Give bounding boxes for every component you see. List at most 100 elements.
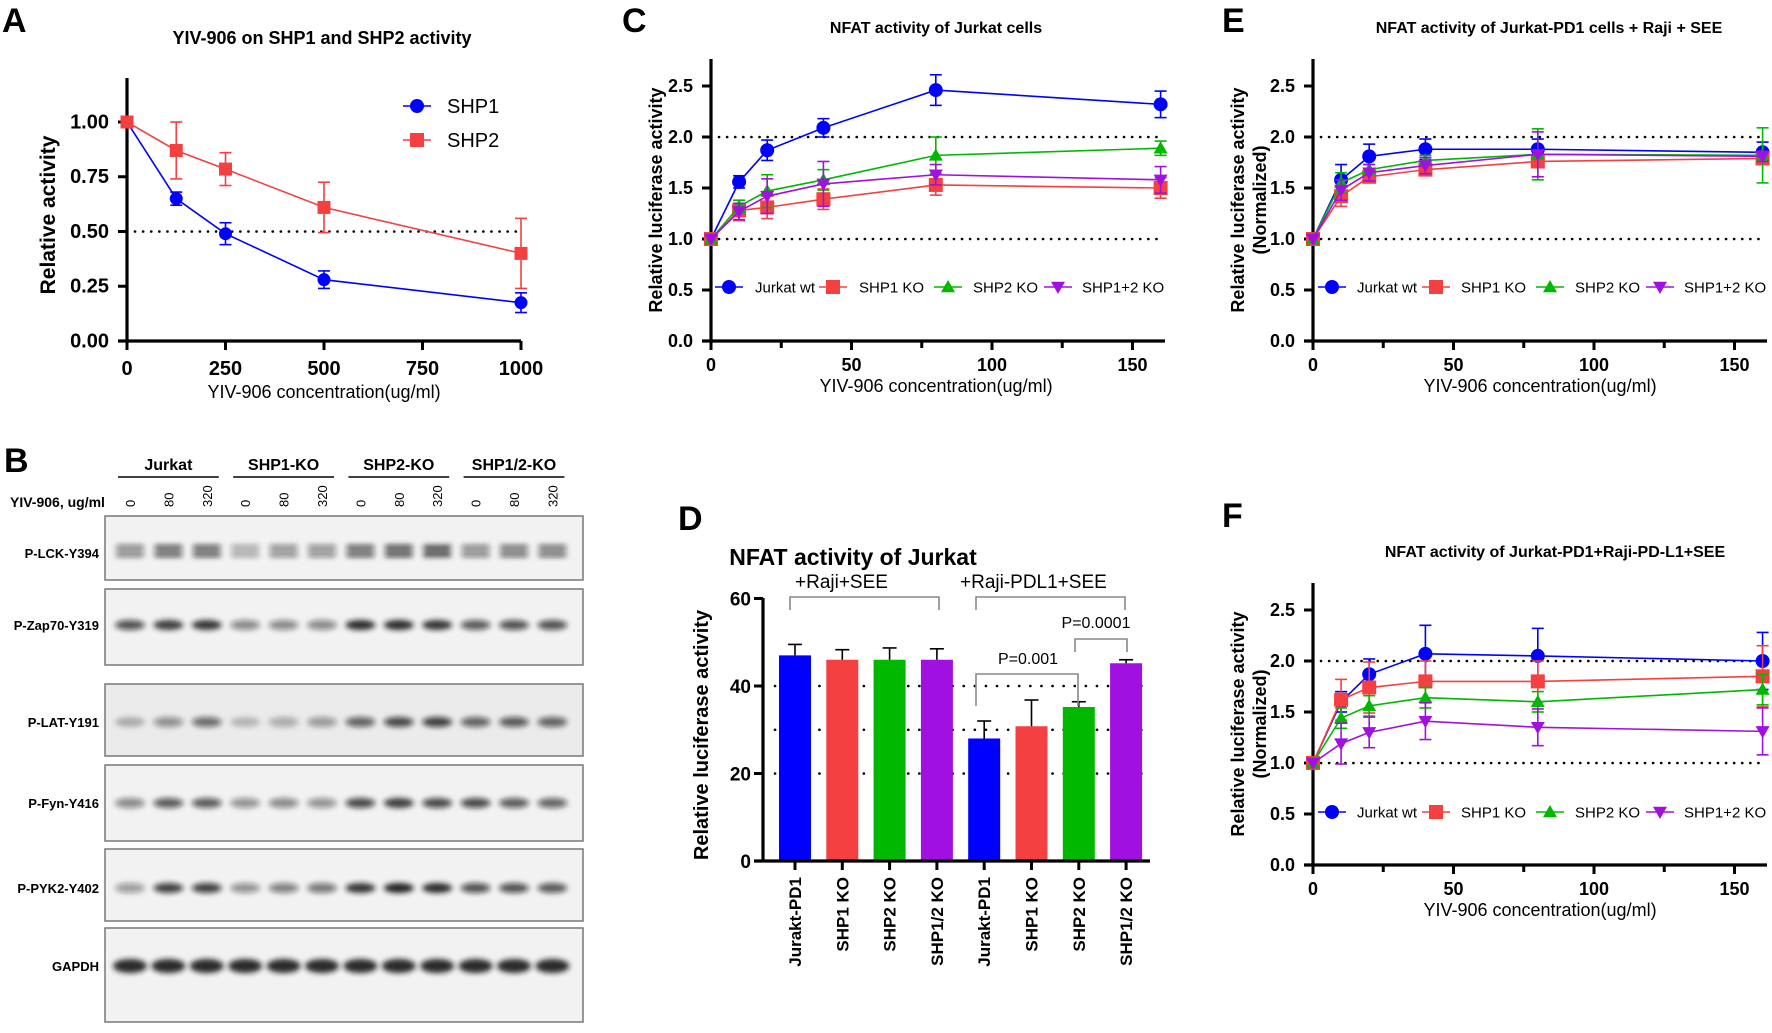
y-tick-label: 2.5 <box>1270 600 1295 620</box>
x-tick-label: 100 <box>1579 879 1609 899</box>
dose-value: 0 <box>353 500 368 507</box>
dose-value: 320 <box>430 485 445 507</box>
blot-row-label: P-LAT-Y191 <box>28 715 99 730</box>
dose-value: 320 <box>200 485 215 507</box>
legend-label: SHP2 KO <box>1575 279 1640 296</box>
legend-label: SHP2 KO <box>973 279 1038 296</box>
bar-group: Jurakt-PD1 <box>779 643 811 967</box>
legend-item: SHP2 KO <box>1536 804 1640 821</box>
band <box>499 883 529 893</box>
band <box>268 620 299 630</box>
y-tick-label: 1.0 <box>1270 753 1295 773</box>
legend-marker <box>1051 281 1065 294</box>
band <box>346 545 375 557</box>
y-tick-label: 1.0 <box>1270 229 1295 249</box>
band <box>537 798 568 808</box>
legend-marker <box>941 280 955 293</box>
band <box>500 545 528 557</box>
data-point <box>1755 682 1770 695</box>
legend: Jurkat wt SHP1 KO SHP2 KO SHP1+2 KO <box>715 279 1164 296</box>
x-tick-label: 0 <box>1308 879 1318 899</box>
legend-marker <box>1429 280 1443 294</box>
x-tick-label: SHP1/2 KO <box>928 877 947 966</box>
y-tick-label: 0.5 <box>668 280 693 300</box>
chart-title: YIV-906 on SHP1 and SHP2 activity <box>172 28 471 48</box>
blot-row-label: P-Fyn-Y416 <box>28 796 99 811</box>
band <box>537 717 568 727</box>
x-tick-label: 0 <box>121 358 132 380</box>
series-line <box>1312 720 1763 764</box>
panel-label: B <box>4 442 29 480</box>
data-point <box>1530 694 1545 708</box>
data-point <box>1530 722 1545 735</box>
band <box>268 798 299 808</box>
band <box>192 545 221 557</box>
data-point <box>732 206 747 219</box>
panel-F-chart: F NFAT activity of Jurkat-PD1+Raji-PD-L1+… <box>1222 497 1770 920</box>
band <box>538 545 567 557</box>
band <box>231 545 260 557</box>
legend-label: Jurkat wt <box>1357 279 1418 296</box>
legend-label: SHP1 KO <box>859 279 924 296</box>
p-value-label: P=0.0001 <box>1062 615 1131 632</box>
legend-label: SHP2 KO <box>1575 804 1640 821</box>
legend-marker <box>1325 280 1339 294</box>
data-point <box>1418 690 1433 703</box>
bar-group: Jurakt-PD1 <box>968 720 1001 967</box>
panel-label: F <box>1222 497 1243 535</box>
data-point <box>1418 646 1433 661</box>
data-point <box>1362 167 1377 180</box>
data-point <box>317 200 331 214</box>
data-point <box>219 227 232 241</box>
chart-title: NFAT activity of Jurkat-PD1 cells + Raji… <box>1376 20 1723 37</box>
data-point <box>1418 160 1433 173</box>
legend-marker <box>826 280 840 294</box>
legend-item: Jurkat wt <box>715 279 816 296</box>
data-point <box>120 115 134 129</box>
panel-label: D <box>678 500 703 538</box>
band <box>308 545 336 557</box>
data-point <box>1362 680 1377 695</box>
legend-item: Jurkat wt <box>1318 804 1418 821</box>
data-point <box>928 169 943 182</box>
blot-row: P-PYK2-Y402 <box>17 848 584 922</box>
group-label: SHP1/2-KO <box>472 457 556 474</box>
legend-marker <box>1429 805 1443 819</box>
data-point <box>760 143 775 158</box>
band <box>460 620 491 630</box>
blot-row-label: P-Zap70-Y319 <box>14 618 99 633</box>
significance-bracket <box>975 673 1079 706</box>
y-tick-label: 0.0 <box>1270 331 1295 351</box>
bar <box>1015 726 1048 861</box>
panel-label: A <box>2 2 27 40</box>
band <box>422 798 453 808</box>
band <box>268 717 299 727</box>
series-line <box>1312 157 1763 240</box>
blot-row: P-Fyn-Y416 <box>28 764 584 842</box>
band <box>535 959 570 973</box>
panel-C-chart: C NFAT activity of Jurkat cells 0.0 0.5 1.0 1… <box>622 2 1168 396</box>
y-axis-label-2: (Normalized) <box>1250 145 1270 254</box>
series-shp1-2-ko <box>1306 131 1770 246</box>
band <box>345 883 376 893</box>
y-tick-label: 1.00 <box>70 111 109 133</box>
dose-value: 80 <box>507 493 522 507</box>
bar <box>779 655 811 861</box>
legend-label: SHP1+2 KO <box>1684 279 1766 296</box>
legend-item: SHP1+2 KO <box>1044 279 1164 296</box>
data-point <box>1530 674 1545 689</box>
blot-row: P-LCK-Y394 <box>25 515 584 581</box>
series-shp1-ko <box>1306 644 1770 770</box>
legend-item: SHP1 KO <box>1422 804 1526 821</box>
y-axis-label: Relative luciferase activity <box>1228 87 1248 312</box>
band <box>345 798 376 808</box>
data-point <box>1418 674 1433 689</box>
y-tick-label: 0.5 <box>1270 804 1295 824</box>
band <box>266 959 301 973</box>
legend-marker <box>1325 805 1339 819</box>
data-point <box>816 178 831 191</box>
band <box>460 798 491 808</box>
bar <box>968 738 1001 861</box>
data-point <box>1334 184 1349 198</box>
legend-marker <box>722 280 736 294</box>
